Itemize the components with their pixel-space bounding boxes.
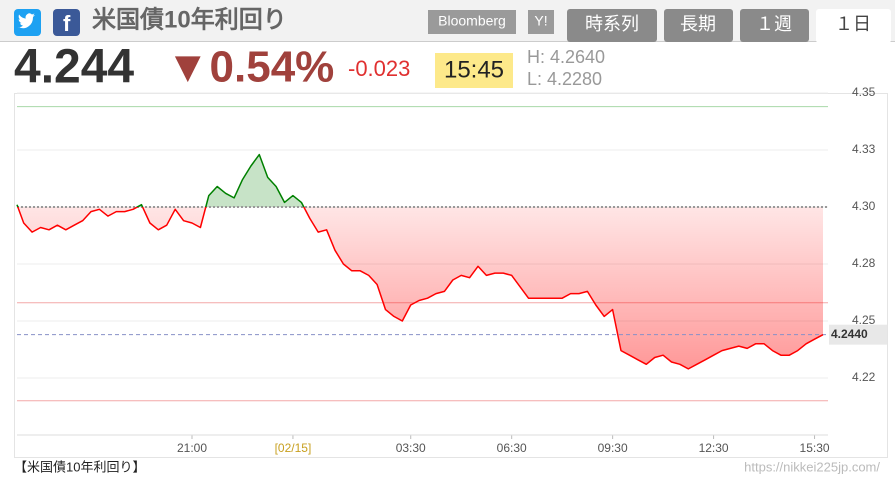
x-tick-label: 06:30 bbox=[497, 441, 527, 455]
tab-label: １日 bbox=[835, 14, 871, 34]
y-tick-label: 4.28 bbox=[852, 256, 876, 270]
yahoo-text: Y! bbox=[534, 13, 547, 29]
last-value-box bbox=[829, 324, 887, 345]
area-fill bbox=[17, 154, 823, 369]
tab[interactable] bbox=[740, 9, 809, 42]
source-url: https://nikkei225jp.com/ bbox=[744, 459, 880, 474]
x-tick-label: 12:30 bbox=[699, 441, 729, 455]
x-tick-label: [02/15] bbox=[275, 441, 312, 455]
price-line bbox=[16, 153, 824, 370]
tab-label: 長期 bbox=[680, 14, 716, 34]
twitter-bird bbox=[18, 13, 35, 29]
bloomberg-text: Bloomberg bbox=[438, 13, 506, 29]
y-tick-label: 4.33 bbox=[852, 142, 876, 156]
tab[interactable] bbox=[664, 9, 733, 42]
time: 15:45 bbox=[444, 56, 504, 83]
yahoo-badge[interactable] bbox=[528, 10, 554, 34]
y-tick-label: 4.22 bbox=[852, 370, 876, 384]
caption: 【米国債10年利回り】 bbox=[14, 459, 145, 474]
bloomberg-badge[interactable] bbox=[428, 10, 516, 34]
x-tick-label: 03:30 bbox=[396, 441, 426, 455]
tab-active[interactable] bbox=[816, 9, 891, 43]
x-tick-label: 21:00 bbox=[177, 441, 207, 455]
facebook-f: f bbox=[63, 11, 71, 36]
last-value-label: 4.2440 bbox=[831, 327, 868, 341]
y-tick-label: 4.25 bbox=[852, 313, 876, 327]
tab[interactable] bbox=[567, 9, 657, 42]
change: -0.023 bbox=[348, 56, 410, 81]
high: H: 4.2640 bbox=[527, 47, 605, 67]
change-pct: ▼0.54% bbox=[166, 43, 334, 92]
facebook-icon[interactable] bbox=[53, 9, 80, 36]
tab-label: １週 bbox=[756, 14, 792, 34]
low: L: 4.2280 bbox=[527, 69, 602, 89]
title: 米国債10年利回り bbox=[92, 5, 287, 33]
price: 4.244 bbox=[14, 41, 134, 94]
time-box bbox=[435, 53, 513, 88]
x-tick-label: 09:30 bbox=[598, 441, 628, 455]
x-tick-label: 15:30 bbox=[800, 441, 830, 455]
y-tick-label: 4.30 bbox=[852, 199, 876, 213]
tab-label: 時系列 bbox=[585, 14, 639, 34]
y-tick-label: 4.35 bbox=[852, 85, 876, 99]
plot: 4.35 4.33 4.30 4.28 4.25 4.22 21:00 [02/15] 03:3… bbox=[16, 85, 887, 455]
